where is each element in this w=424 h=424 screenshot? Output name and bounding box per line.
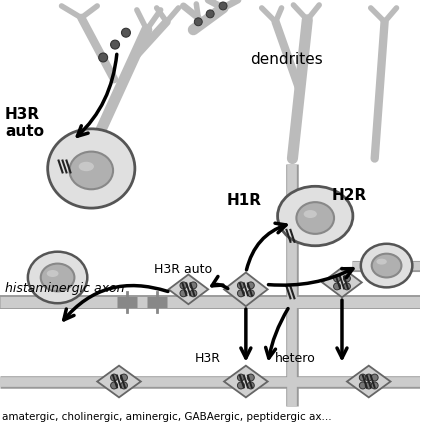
Ellipse shape [70,152,113,189]
Polygon shape [97,365,141,397]
Circle shape [111,40,120,49]
FancyArrowPatch shape [241,309,251,358]
Text: amatergic, cholinergic, aminergic, GABAergic, peptidergic ax...: amatergic, cholinergic, aminergic, GABAe… [2,412,332,422]
Text: H2R: H2R [331,188,366,203]
Ellipse shape [47,270,59,277]
Ellipse shape [372,254,402,277]
FancyArrowPatch shape [337,300,347,358]
Circle shape [365,374,372,381]
Circle shape [122,28,131,37]
FancyArrowPatch shape [246,223,286,270]
Ellipse shape [79,162,94,171]
Ellipse shape [28,252,87,303]
Ellipse shape [296,202,334,234]
Circle shape [247,374,254,381]
FancyArrowPatch shape [64,286,168,320]
Text: H1R: H1R [226,193,261,208]
Circle shape [120,374,128,381]
Circle shape [334,275,340,282]
FancyArrowPatch shape [268,269,353,285]
Circle shape [371,374,378,381]
Circle shape [237,290,244,297]
Polygon shape [347,365,391,397]
Circle shape [190,282,197,289]
Ellipse shape [47,129,135,208]
Circle shape [371,382,378,389]
Circle shape [194,18,202,26]
FancyArrowPatch shape [266,309,288,358]
Circle shape [180,282,187,289]
Circle shape [206,10,214,18]
Text: H3R auto: H3R auto [154,262,212,276]
Text: H3R
auto: H3R auto [5,107,44,139]
Circle shape [343,283,350,290]
Circle shape [237,382,244,389]
Circle shape [247,290,254,297]
Text: dendrites: dendrites [250,52,323,67]
Polygon shape [169,274,208,304]
Circle shape [219,2,227,10]
Ellipse shape [278,186,353,246]
Circle shape [247,382,254,389]
Polygon shape [224,365,268,397]
Circle shape [237,282,244,289]
Circle shape [190,290,197,297]
Ellipse shape [304,210,317,218]
Polygon shape [224,273,268,306]
Circle shape [99,53,108,62]
Circle shape [111,374,117,381]
Circle shape [359,374,366,381]
Circle shape [365,382,372,389]
FancyArrowPatch shape [77,54,117,136]
Ellipse shape [361,244,412,287]
Polygon shape [322,268,362,297]
Circle shape [120,382,128,389]
Circle shape [343,275,350,282]
Text: histaminergic axon: histaminergic axon [5,282,125,296]
Text: H3R: H3R [195,352,221,365]
Circle shape [180,290,187,297]
FancyArrowPatch shape [212,276,228,289]
Circle shape [111,382,117,389]
Ellipse shape [41,264,75,291]
Circle shape [334,283,340,290]
Text: hetero: hetero [275,352,316,365]
Ellipse shape [377,259,387,265]
Circle shape [359,382,366,389]
Circle shape [247,282,254,289]
Circle shape [237,374,244,381]
